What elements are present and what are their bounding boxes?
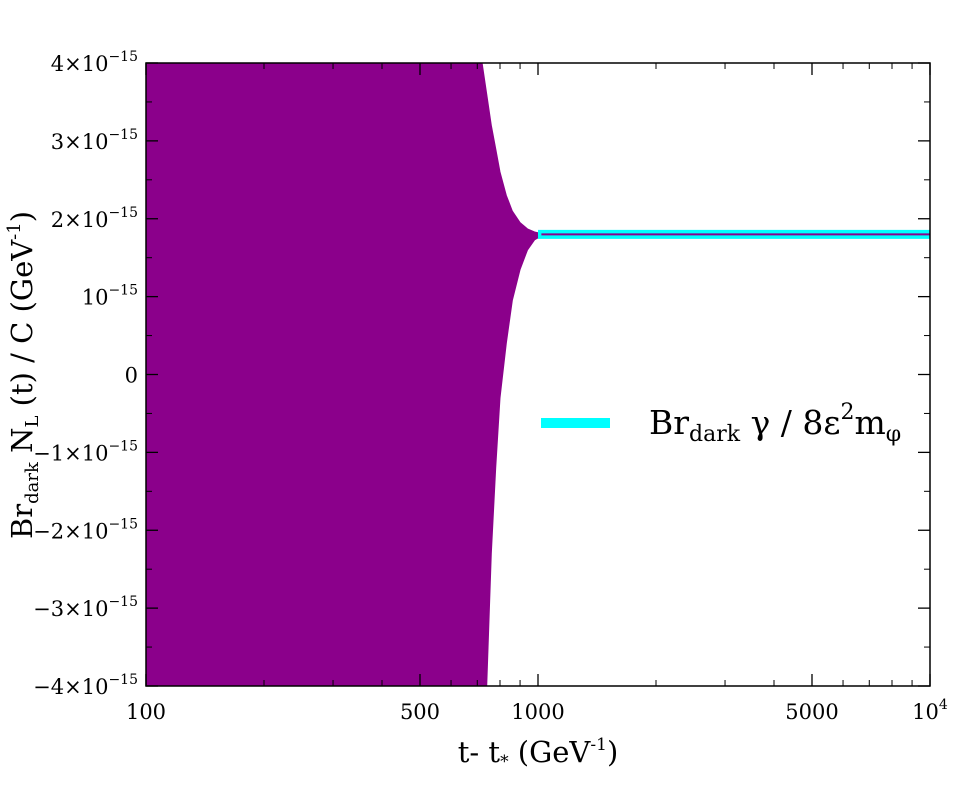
x-axis-label: t- t* (GeV-1) bbox=[458, 735, 619, 772]
y-axis-label: Brdark NL (t) / C (GeV-1) bbox=[4, 211, 43, 539]
series-envelope-band bbox=[145, 62, 930, 687]
y-tick-label: −1×10−15 bbox=[33, 438, 138, 465]
y-tick-label: −2×10−15 bbox=[33, 516, 138, 543]
y-tick-label: −4×10−15 bbox=[33, 672, 138, 699]
x-tick-label: 100 bbox=[126, 700, 166, 724]
x-tick-label: 104 bbox=[912, 697, 948, 724]
plot-area bbox=[145, 62, 930, 687]
y-tick-label: 3×10−15 bbox=[51, 127, 138, 154]
y-tick-label: 4×10−15 bbox=[51, 49, 138, 76]
plot-frame bbox=[145, 62, 931, 687]
x-tick-label: 500 bbox=[400, 700, 440, 724]
y-tick-label: 10−15 bbox=[82, 283, 138, 310]
legend-label: Brdark γ / 8ε2mφ bbox=[649, 400, 901, 447]
y-tick-label: 2×10−15 bbox=[51, 205, 138, 232]
x-tick-label: 5000 bbox=[785, 700, 838, 724]
x-tick-label: 1000 bbox=[511, 700, 564, 724]
legend: Brdark γ / 8ε2mφ bbox=[541, 400, 901, 447]
y-tick-label: 0 bbox=[125, 364, 138, 388]
y-tick-label: −3×10−15 bbox=[33, 594, 138, 621]
